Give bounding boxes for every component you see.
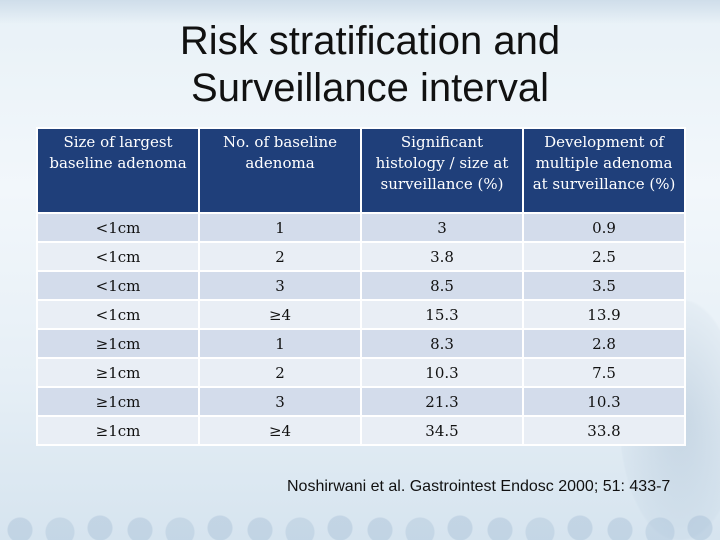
cell-histology-pct: 3.8 <box>360 241 524 272</box>
cell-count: 3 <box>198 386 362 417</box>
citation-text: Noshirwani et al. Gastrointest Endosc 20… <box>287 478 671 495</box>
table-header-row: Size of largest baseline adenoma No. of … <box>36 127 686 214</box>
slide-title-line-1: Risk stratification and <box>179 19 561 63</box>
table-row: <1cm 1 3 0.9 <box>36 212 686 243</box>
cell-histology-pct: 8.5 <box>360 270 524 301</box>
cell-histology-pct: 3 <box>360 212 524 243</box>
background-wave-ornament <box>0 470 720 540</box>
header-number-baseline-adenoma: No. of baseline adenoma <box>198 127 362 214</box>
risk-surveillance-table: Size of largest baseline adenoma No. of … <box>36 127 686 446</box>
cell-count: ≥4 <box>198 415 362 446</box>
cell-multiple-pct: 13.9 <box>522 299 686 330</box>
cell-size: <1cm <box>36 212 200 243</box>
cell-count: 3 <box>198 270 362 301</box>
cell-histology-pct: 8.3 <box>360 328 524 359</box>
cell-count: 2 <box>198 357 362 388</box>
cell-multiple-pct: 7.5 <box>522 357 686 388</box>
table-row: <1cm 3 8.5 3.5 <box>36 270 686 301</box>
cell-multiple-pct: 2.5 <box>522 241 686 272</box>
cell-size: <1cm <box>36 299 200 330</box>
cell-multiple-pct: 3.5 <box>522 270 686 301</box>
header-multiple-adenoma: Development of multiple adenoma at surve… <box>522 127 686 214</box>
cell-size: ≥1cm <box>36 328 200 359</box>
cell-histology-pct: 34.5 <box>360 415 524 446</box>
cell-count: 2 <box>198 241 362 272</box>
table-row: ≥1cm ≥4 34.5 33.8 <box>36 415 686 446</box>
cell-histology-pct: 15.3 <box>360 299 524 330</box>
cell-multiple-pct: 0.9 <box>522 212 686 243</box>
cell-multiple-pct: 33.8 <box>522 415 686 446</box>
header-significant-histology: Significant histology / size at surveill… <box>360 127 524 214</box>
background-top-band <box>0 0 720 24</box>
cell-count: 1 <box>198 328 362 359</box>
table-row: ≥1cm 2 10.3 7.5 <box>36 357 686 388</box>
table-row: <1cm ≥4 15.3 13.9 <box>36 299 686 330</box>
table-row: ≥1cm 3 21.3 10.3 <box>36 386 686 417</box>
cell-count: 1 <box>198 212 362 243</box>
cell-size: ≥1cm <box>36 415 200 446</box>
cell-size: <1cm <box>36 270 200 301</box>
slide-title: Risk stratification and Surveillance int… <box>120 18 620 112</box>
cell-count: ≥4 <box>198 299 362 330</box>
cell-multiple-pct: 2.8 <box>522 328 686 359</box>
cell-size: <1cm <box>36 241 200 272</box>
cell-histology-pct: 21.3 <box>360 386 524 417</box>
table-row: <1cm 2 3.8 2.5 <box>36 241 686 272</box>
cell-multiple-pct: 10.3 <box>522 386 686 417</box>
table-row: ≥1cm 1 8.3 2.8 <box>36 328 686 359</box>
header-size-largest-adenoma: Size of largest baseline adenoma <box>36 127 200 214</box>
slide-title-line-2: Surveillance interval <box>191 66 549 110</box>
cell-histology-pct: 10.3 <box>360 357 524 388</box>
cell-size: ≥1cm <box>36 386 200 417</box>
cell-size: ≥1cm <box>36 357 200 388</box>
